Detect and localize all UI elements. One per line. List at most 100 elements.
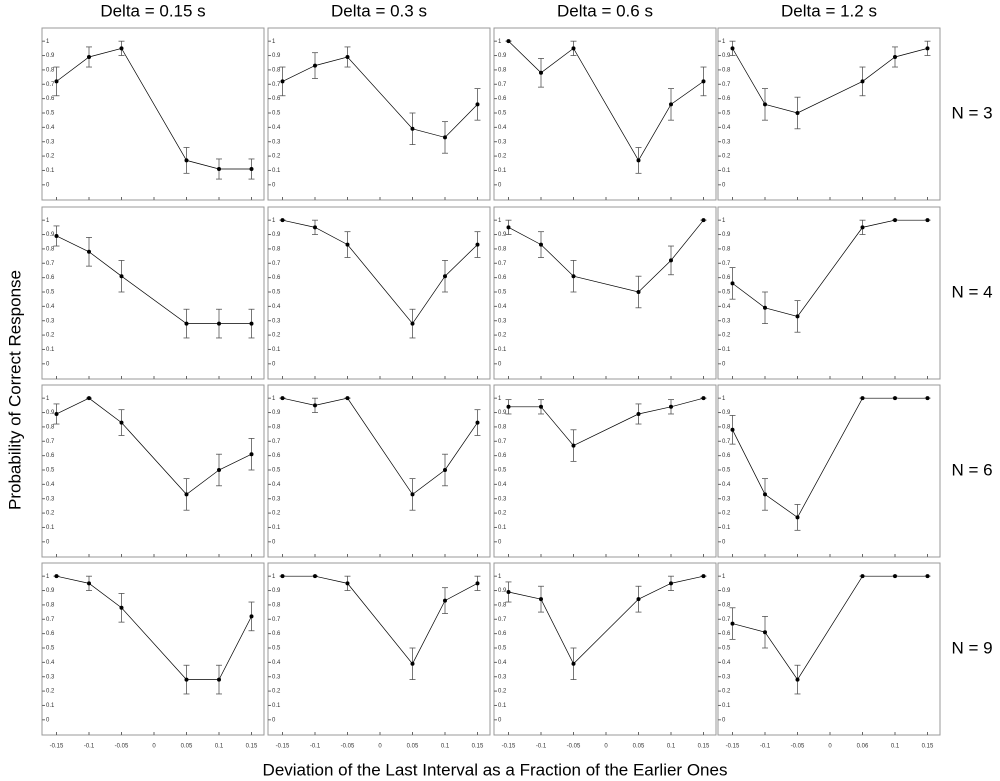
panel-frame bbox=[267, 562, 491, 736]
data-point bbox=[313, 574, 317, 579]
data-line bbox=[56, 575, 252, 680]
panel-frame bbox=[41, 562, 265, 736]
y-tick-label: 0.2 bbox=[722, 154, 731, 160]
y-tick-label: 0.1 bbox=[272, 703, 281, 709]
y-tick-label: 0.2 bbox=[272, 154, 281, 160]
data-point bbox=[893, 54, 897, 59]
panel-frame bbox=[493, 27, 717, 201]
data-point bbox=[636, 411, 641, 416]
y-tick-label: 0.1 bbox=[498, 347, 507, 353]
y-tick-label: 0.7 bbox=[272, 261, 281, 267]
data-point bbox=[217, 677, 221, 682]
y-tick-label: 1 bbox=[46, 574, 50, 580]
data-line bbox=[732, 397, 928, 518]
y-tick-label: 0.7 bbox=[46, 82, 55, 88]
panel-frame bbox=[41, 206, 265, 380]
data-point bbox=[506, 225, 511, 230]
y-tick-label: 0.5 bbox=[722, 646, 731, 652]
y-tick-label: 0.3 bbox=[272, 318, 281, 324]
data-point bbox=[313, 225, 317, 230]
data-line bbox=[282, 56, 478, 138]
data-point bbox=[280, 218, 285, 223]
y-tick-label: 0.7 bbox=[722, 82, 731, 88]
y-tick-label: 0.1 bbox=[46, 525, 55, 531]
data-point bbox=[184, 321, 189, 326]
data-point bbox=[54, 233, 59, 238]
y-tick-label: 0.1 bbox=[498, 703, 507, 709]
column-title: Delta = 0.3 s bbox=[331, 1, 427, 20]
y-tick-label: 0.6 bbox=[722, 453, 731, 459]
data-point bbox=[925, 396, 930, 401]
row-label: N = 6 bbox=[951, 460, 992, 479]
y-tick-label: 0.3 bbox=[722, 139, 731, 145]
y-tick-label: 0 bbox=[498, 539, 502, 545]
data-line bbox=[56, 235, 252, 324]
data-point bbox=[443, 274, 447, 279]
y-tick-label: 1 bbox=[272, 574, 276, 580]
y-tick-label: 0.2 bbox=[46, 333, 55, 339]
y-tick-label: 1 bbox=[498, 39, 502, 45]
data-point bbox=[795, 314, 800, 319]
data-point bbox=[730, 46, 735, 51]
x-axis-label: Deviation of the Last Interval as a Frac… bbox=[263, 760, 728, 779]
y-tick-label: 1 bbox=[722, 218, 726, 224]
data-point bbox=[669, 258, 673, 263]
row-label: N = 3 bbox=[951, 103, 992, 122]
y-tick-label: 0 bbox=[722, 717, 726, 723]
y-tick-label: 0.4 bbox=[498, 482, 507, 488]
y-tick-label: 1 bbox=[46, 39, 50, 45]
y-tick-label: 0.1 bbox=[722, 703, 731, 709]
data-point bbox=[701, 574, 706, 579]
y-tick-label: 0.2 bbox=[498, 333, 507, 339]
y-tick-label: 0.1 bbox=[722, 525, 731, 531]
data-point bbox=[636, 290, 641, 294]
data-point bbox=[571, 661, 576, 666]
data-point bbox=[860, 574, 865, 579]
y-tick-label: 0.2 bbox=[722, 689, 731, 695]
data-point bbox=[249, 167, 254, 172]
data-point bbox=[763, 305, 767, 310]
data-point bbox=[636, 158, 641, 163]
y-tick-label: 0.1 bbox=[272, 347, 281, 353]
data-point bbox=[669, 581, 673, 586]
y-tick-label: 0.5 bbox=[722, 290, 731, 296]
y-tick-label: 0.1 bbox=[498, 525, 507, 531]
y-tick-label: 0.7 bbox=[498, 261, 507, 267]
y-tick-label: 0.5 bbox=[722, 468, 731, 474]
panel-frame bbox=[717, 206, 941, 380]
data-line bbox=[732, 48, 928, 114]
y-tick-label: 0.3 bbox=[46, 674, 55, 680]
data-point bbox=[763, 102, 767, 107]
y-tick-label: 1 bbox=[272, 396, 276, 402]
y-tick-label: 0 bbox=[46, 361, 50, 367]
data-point bbox=[410, 661, 415, 666]
y-tick-label: 0.3 bbox=[722, 674, 731, 680]
data-point bbox=[795, 515, 800, 520]
data-point bbox=[443, 135, 447, 140]
data-point bbox=[119, 420, 124, 425]
x-tick-label: -0.15 bbox=[50, 744, 64, 750]
y-tick-label: 1 bbox=[498, 574, 502, 580]
y-tick-label: 0.3 bbox=[498, 139, 507, 145]
y-tick-label: 0.5 bbox=[498, 468, 507, 474]
data-point bbox=[217, 468, 221, 472]
y-tick-label: 0.9 bbox=[722, 410, 731, 416]
y-tick-label: 0 bbox=[498, 182, 502, 188]
x-tick-label: 0 bbox=[152, 744, 156, 750]
data-point bbox=[636, 597, 641, 602]
y-tick-label: 0.5 bbox=[272, 468, 281, 474]
y-tick-label: 0.6 bbox=[272, 275, 281, 281]
data-point bbox=[475, 242, 480, 247]
data-point bbox=[506, 589, 511, 594]
y-tick-label: 0.8 bbox=[46, 424, 55, 430]
data-point bbox=[119, 46, 124, 51]
panel-frame bbox=[267, 206, 491, 380]
y-tick-label: 0.3 bbox=[272, 496, 281, 502]
data-point bbox=[280, 79, 285, 84]
y-tick-label: 0.2 bbox=[46, 689, 55, 695]
y-tick-label: 0.3 bbox=[722, 318, 731, 324]
data-point bbox=[345, 396, 350, 401]
y-tick-label: 0.9 bbox=[498, 53, 507, 59]
y-tick-label: 0.9 bbox=[722, 588, 731, 594]
y-tick-label: 0.6 bbox=[272, 96, 281, 102]
